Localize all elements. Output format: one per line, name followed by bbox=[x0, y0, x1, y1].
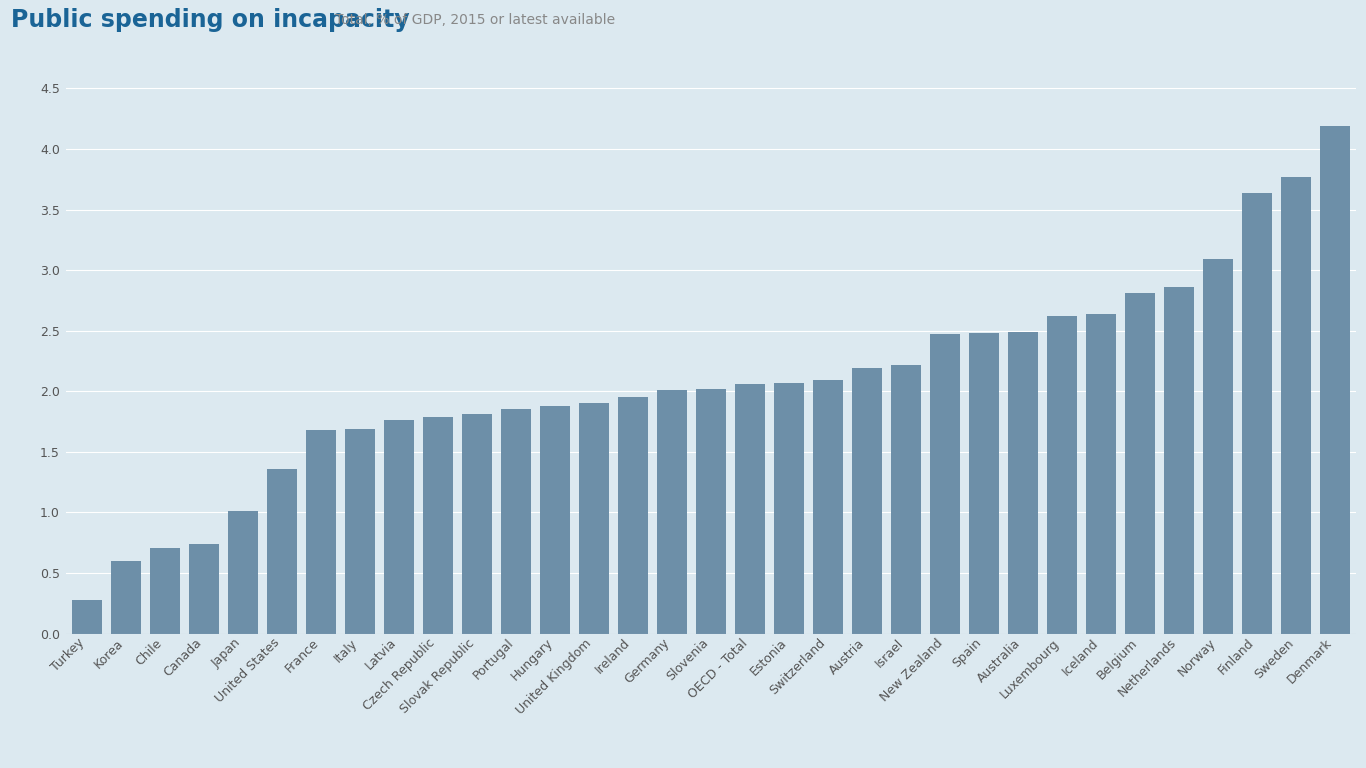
Bar bbox=[579, 403, 609, 634]
Bar bbox=[892, 365, 921, 634]
Bar bbox=[346, 429, 374, 634]
Bar bbox=[268, 468, 296, 634]
Bar bbox=[735, 384, 765, 634]
Bar bbox=[1086, 314, 1116, 634]
Bar bbox=[930, 334, 960, 634]
Bar bbox=[1321, 126, 1350, 634]
Bar bbox=[1242, 193, 1272, 634]
Bar bbox=[190, 544, 219, 634]
Bar bbox=[72, 600, 101, 634]
Bar bbox=[1008, 332, 1038, 634]
Bar bbox=[541, 406, 570, 634]
Text: Total, % of GDP, 2015 or latest available: Total, % of GDP, 2015 or latest availabl… bbox=[335, 13, 615, 28]
Text: Public spending on incapacity: Public spending on incapacity bbox=[11, 8, 410, 32]
Bar bbox=[1048, 316, 1076, 634]
Bar bbox=[775, 382, 803, 634]
Bar bbox=[619, 397, 647, 634]
Bar bbox=[228, 511, 258, 634]
Bar bbox=[1126, 293, 1154, 634]
Bar bbox=[813, 380, 843, 634]
Bar bbox=[462, 415, 492, 634]
Bar bbox=[112, 561, 141, 634]
Bar bbox=[1281, 177, 1310, 634]
Bar bbox=[423, 417, 452, 634]
Bar bbox=[970, 333, 999, 634]
Bar bbox=[501, 409, 530, 634]
Bar bbox=[150, 548, 180, 634]
Bar bbox=[657, 390, 687, 634]
Bar bbox=[1164, 287, 1194, 634]
Bar bbox=[1203, 260, 1232, 634]
Bar bbox=[697, 389, 725, 634]
Bar bbox=[852, 369, 881, 634]
Bar bbox=[306, 430, 336, 634]
Bar bbox=[384, 420, 414, 634]
